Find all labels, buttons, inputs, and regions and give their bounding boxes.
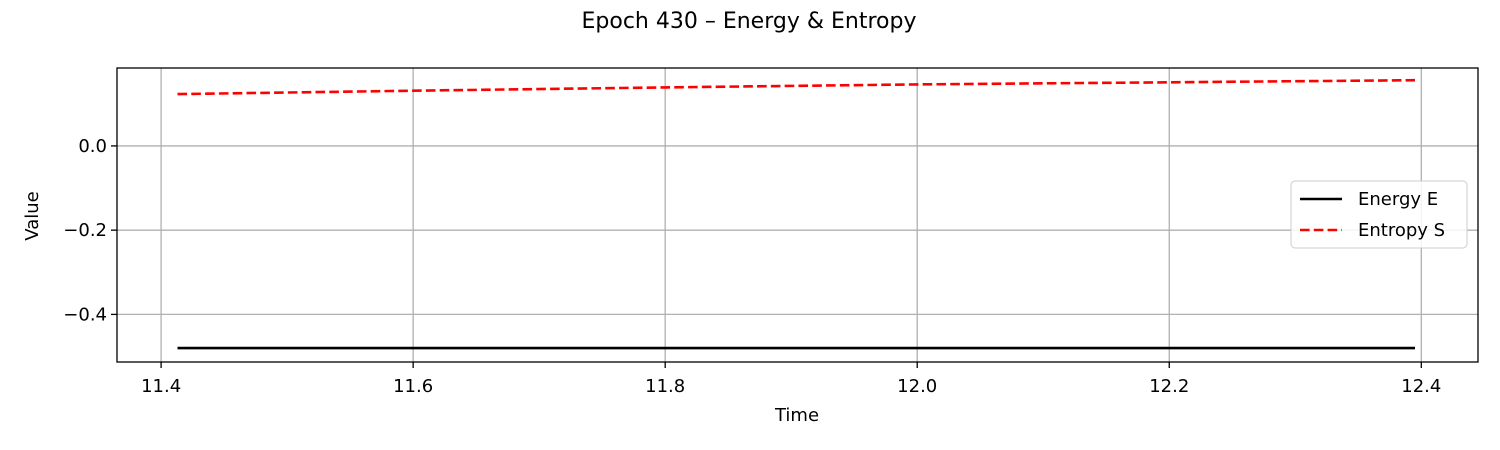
y-axis-ticks: 0.0 −0.2 −0.4	[63, 136, 117, 325]
y-tick-label: −0.2	[63, 220, 107, 241]
legend-label-entropy: Entropy S	[1358, 220, 1445, 241]
x-tick-label: 12.4	[1401, 376, 1441, 397]
x-tick-label: 12.0	[897, 376, 937, 397]
x-axis-ticks: 11.4 11.6 11.8 12.0 12.2 12.4	[141, 362, 1441, 397]
legend: Energy E Entropy S	[1290, 180, 1468, 249]
x-axis-label: Time	[774, 405, 819, 426]
grid	[117, 68, 1478, 362]
plot-frame	[116, 67, 1479, 363]
y-tick-label: −0.4	[63, 304, 107, 325]
legend-label-energy: Energy E	[1358, 189, 1438, 210]
x-tick-label: 12.2	[1149, 376, 1189, 397]
x-tick-label: 11.4	[141, 376, 181, 397]
y-tick-label: 0.0	[78, 136, 107, 157]
x-tick-label: 11.8	[645, 376, 685, 397]
chart-title: Epoch 430 – Energy & Entropy	[582, 9, 917, 34]
x-tick-label: 11.6	[393, 376, 433, 397]
series-lines	[177, 78, 1416, 350]
y-axis-label: Value	[22, 191, 43, 240]
series-line-entropy-s	[177, 78, 1416, 96]
